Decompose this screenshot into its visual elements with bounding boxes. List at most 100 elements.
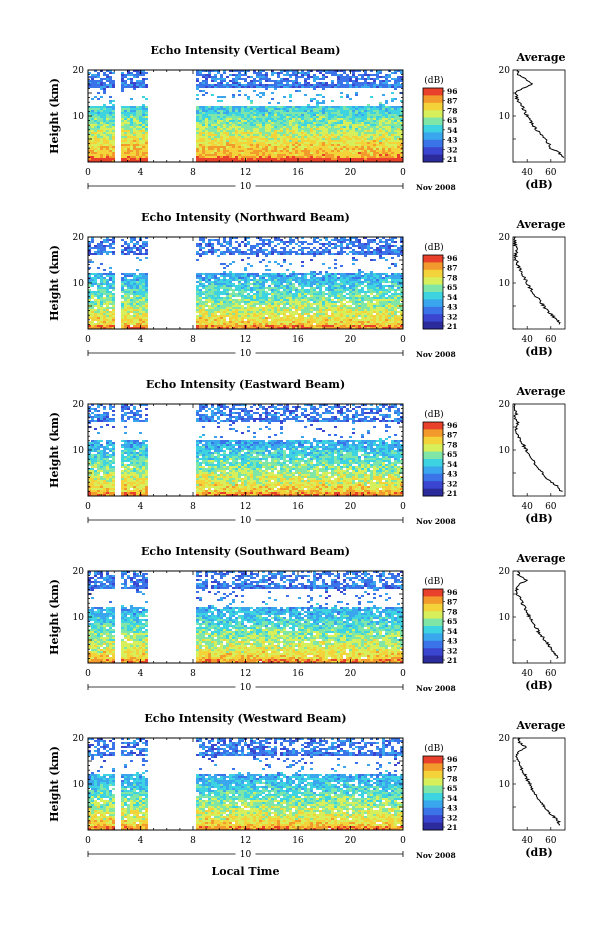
heat-cell <box>316 100 319 102</box>
heat-cell <box>271 74 274 76</box>
heat-cell <box>229 301 232 303</box>
heat-cell <box>319 118 322 120</box>
heat-cell <box>142 327 145 329</box>
colorbar-level: 21 <box>447 155 457 164</box>
heat-cell <box>208 134 211 136</box>
heat-cell <box>370 130 373 132</box>
heat-cell <box>259 80 262 82</box>
heat-cell <box>100 88 103 90</box>
heat-cell <box>91 118 94 120</box>
heat-cell <box>130 142 133 144</box>
heat-cell <box>337 84 340 86</box>
heat-cell <box>253 72 256 74</box>
heat-cell <box>253 285 256 287</box>
heat-cell <box>364 70 367 72</box>
heat-cell <box>349 116 352 118</box>
heat-cell <box>319 150 322 152</box>
heat-cell <box>196 323 199 325</box>
heat-cell <box>340 110 343 112</box>
heat-cell <box>211 289 214 291</box>
heat-cell <box>94 148 97 150</box>
heat-cell <box>355 144 358 146</box>
heat-cell <box>97 106 100 108</box>
heat-cell <box>322 120 325 122</box>
heat-cell <box>268 305 271 307</box>
heat-cell <box>202 122 205 124</box>
heat-cell <box>319 110 322 112</box>
heat-cell <box>400 72 403 74</box>
heat-cell <box>331 148 334 150</box>
heat-cell <box>91 303 94 305</box>
heat-cell <box>268 160 271 162</box>
heat-cell <box>394 158 397 160</box>
heat-cell <box>268 311 271 313</box>
heat-cell <box>208 321 211 323</box>
heat-cell <box>103 273 106 275</box>
heat-cell <box>100 249 103 251</box>
heat-cell <box>346 82 349 84</box>
heat-cell <box>235 114 238 116</box>
heat-cell <box>334 118 337 120</box>
panel-title: Echo Intensity (Vertical Beam) <box>150 44 340 57</box>
heat-cell <box>376 132 379 134</box>
heat-cell <box>139 287 142 289</box>
heat-cell <box>94 283 97 285</box>
heat-cell <box>352 120 355 122</box>
heat-cell <box>121 86 124 88</box>
heat-cell <box>268 243 271 245</box>
heat-cell <box>256 255 259 257</box>
heat-cell <box>256 116 259 118</box>
heat-cell <box>367 122 370 124</box>
heat-cell <box>223 313 226 315</box>
heat-cell <box>136 287 139 289</box>
heat-cell <box>289 76 292 78</box>
heat-cell <box>331 142 334 144</box>
heat-cell <box>238 295 241 297</box>
heat-cell <box>229 241 232 243</box>
heat-cell <box>127 311 130 313</box>
heat-cell <box>256 323 259 325</box>
heat-cell <box>262 317 265 319</box>
heat-cell <box>109 136 112 138</box>
heat-cell <box>388 122 391 124</box>
heat-cell <box>145 277 148 279</box>
heat-cell <box>103 156 106 158</box>
heat-cell <box>385 116 388 118</box>
panel-title: Echo Intensity (Northward Beam) <box>141 211 350 224</box>
heat-cell <box>388 106 391 108</box>
heat-cell <box>145 249 148 251</box>
heat-cell <box>112 80 115 82</box>
heat-cell <box>97 108 100 110</box>
heat-cell <box>280 251 283 253</box>
heat-cell <box>226 247 229 249</box>
heat-cell <box>283 136 286 138</box>
heat-cell <box>133 134 136 136</box>
heat-cell <box>94 305 97 307</box>
heat-cell <box>274 321 277 323</box>
heat-cell <box>220 321 223 323</box>
heat-cell <box>133 152 136 154</box>
heat-cell <box>196 134 199 136</box>
heat-cell <box>133 158 136 160</box>
heat-cell <box>334 146 337 148</box>
heat-cell <box>139 313 142 315</box>
heat-cell <box>199 144 202 146</box>
heat-cell <box>241 70 244 72</box>
heat-cell <box>382 144 385 146</box>
heat-cell <box>298 241 301 243</box>
heat-cell <box>361 144 364 146</box>
heat-cell <box>283 289 286 291</box>
heat-cell <box>139 289 142 291</box>
heat-cell <box>355 116 358 118</box>
heat-cell <box>331 114 334 116</box>
heat-cell <box>202 86 205 88</box>
heat-cell <box>235 241 238 243</box>
heat-cell <box>100 291 103 293</box>
heat-cell <box>268 253 271 255</box>
heat-cell <box>346 160 349 162</box>
heat-cell <box>304 134 307 136</box>
heat-cell <box>388 146 391 148</box>
heat-cell <box>289 112 292 114</box>
heat-cell <box>337 142 340 144</box>
heat-cell <box>367 128 370 130</box>
